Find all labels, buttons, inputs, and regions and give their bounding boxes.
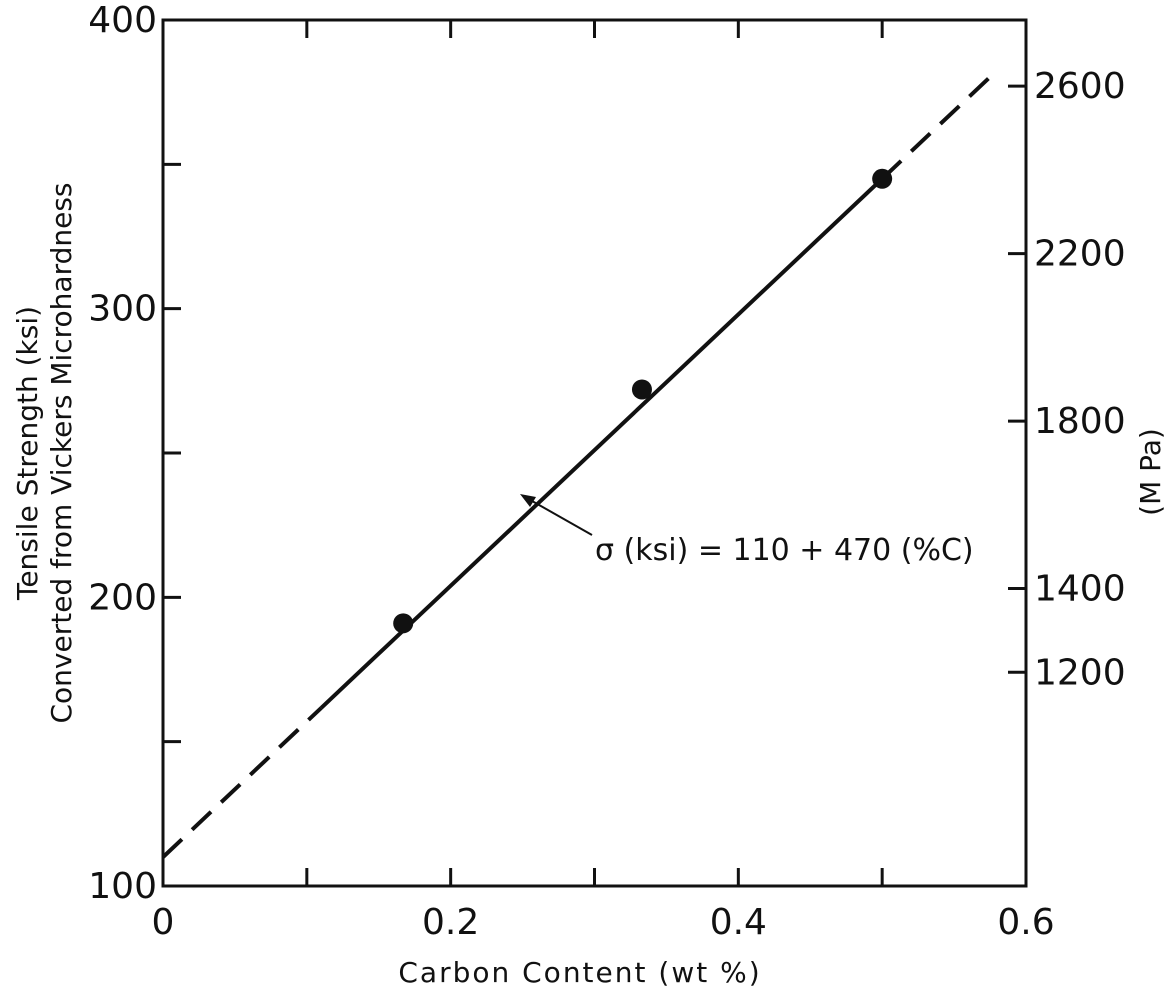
data-point xyxy=(872,168,893,189)
x-tick-label: 0.2 xyxy=(422,902,479,943)
y2-tick-label: 2600 xyxy=(1034,66,1126,107)
y-axis-left: 100 200 300 400 xyxy=(88,0,181,907)
y-axis-title-line1: Tensile Strength (ksi) xyxy=(11,306,44,601)
data-point xyxy=(393,613,414,634)
x-tick-label: 0.6 xyxy=(997,902,1054,943)
annotation-arrowhead xyxy=(520,494,536,507)
y-tick-label: 300 xyxy=(88,289,157,330)
plot-frame xyxy=(161,18,1028,888)
x-axis: 0 0.2 0.4 0.6 xyxy=(152,20,1055,943)
y2-tick-label: 1800 xyxy=(1034,401,1126,442)
fit-line-dashed xyxy=(161,706,323,859)
x-axis-title: Carbon Content (wt %) xyxy=(398,956,761,989)
y2-tick-label: 1200 xyxy=(1034,652,1126,693)
y2-axis-title: (M Pa) xyxy=(1134,428,1167,516)
fit-line-group xyxy=(161,68,999,859)
y-axis-title-line2: Converted from Vickers Microhardness xyxy=(45,182,78,723)
y-tick-label: 200 xyxy=(88,577,157,618)
fit-line-dashed xyxy=(880,68,999,181)
fit-line-solid xyxy=(319,177,884,710)
y2-tick-label: 1400 xyxy=(1034,569,1126,610)
data-points xyxy=(393,168,893,634)
x-tick-label: 0 xyxy=(152,902,175,943)
fit-equation-annotation: σ (ksi) = 110 + 470 (%C) xyxy=(595,533,974,568)
y-tick-label: 100 xyxy=(88,866,157,907)
y-tick-label: 400 xyxy=(88,0,157,41)
y2-tick-label: 2200 xyxy=(1034,234,1126,275)
y-axis-right: 1200 1400 1800 2200 2600 xyxy=(1008,66,1126,693)
plot-border xyxy=(161,18,1028,888)
annotation-leader-line xyxy=(524,496,593,536)
data-point xyxy=(631,379,652,400)
x-tick-label: 0.4 xyxy=(710,902,767,943)
